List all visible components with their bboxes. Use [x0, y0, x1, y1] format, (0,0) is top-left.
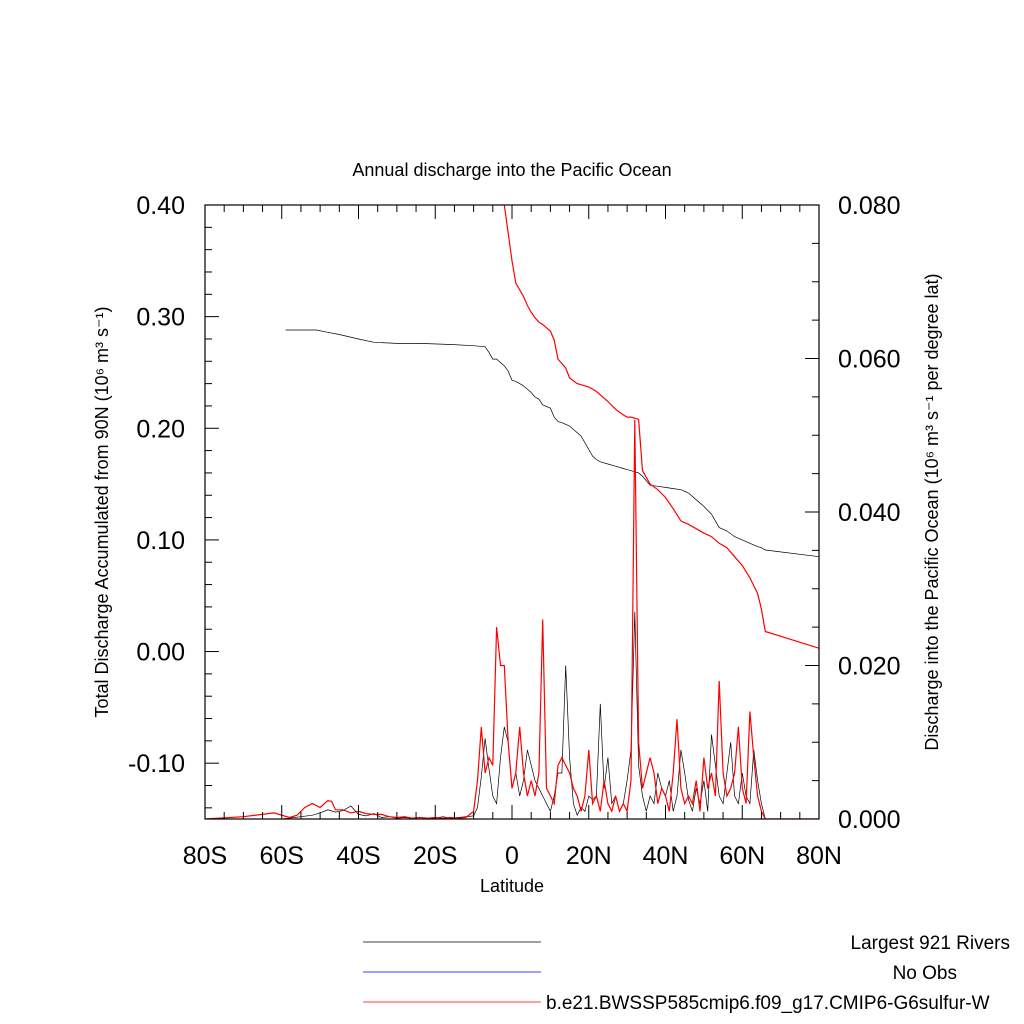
- y-left-tick-label: 0.20: [136, 415, 185, 443]
- y-right-tick-label: 0.020: [838, 653, 901, 681]
- x-tick-label: 60S: [260, 842, 304, 870]
- legend-label: b.e21.BWSSP585cmip6.f09_g17.CMIP6-G6sulf…: [546, 993, 990, 1014]
- legend-label: Largest 921 Rivers: [851, 933, 1010, 954]
- y-left-tick-label: 0.30: [136, 304, 185, 332]
- x-tick-label: 80N: [796, 842, 842, 870]
- y-right-tick-label: 0.080: [838, 192, 901, 220]
- chart-title: Annual discharge into the Pacific Ocean: [352, 160, 671, 180]
- x-tick-label: 60N: [719, 842, 765, 870]
- plot-lines: [205, 205, 819, 819]
- x-tick-label: 0: [505, 842, 519, 870]
- y-left-tick-label: 0.10: [136, 527, 185, 555]
- series-line-model-per-degree: [205, 419, 819, 819]
- legend-label: No Obs: [893, 963, 957, 984]
- y-left-tick-label: -0.10: [128, 750, 185, 778]
- x-tick-label: 40S: [336, 842, 380, 870]
- x-tick-label: 20S: [413, 842, 457, 870]
- y-right-tick-label: 0.040: [838, 499, 901, 527]
- y-right-tick-label: 0.000: [838, 806, 901, 834]
- x-tick-label: 40N: [643, 842, 689, 870]
- x-axis-label: Latitude: [480, 876, 544, 896]
- series-line-model-accumulated: [503, 205, 819, 649]
- tick-labels: 80S 60S 40S 20S 0 20N 40N 60N 80N 0.40 0.30 0.20 0.1…: [128, 192, 901, 870]
- series-line-rivers-accumulated: [285, 329, 819, 558]
- y-right-tick-label: 0.060: [838, 346, 901, 374]
- y-axis-right-label: Discharge into the Pacific Ocean (10⁶ m³…: [922, 273, 942, 750]
- x-tick-label: 20N: [566, 842, 612, 870]
- y-left-tick-label: 0.40: [136, 192, 185, 220]
- y-axis-left-label: Total Discharge Accumulated from 90N (10…: [92, 306, 112, 717]
- legend: Largest 921 Rivers No Obs b.e21.BWSSP585cm…: [363, 933, 1010, 1014]
- y-left-tick-label: 0.00: [136, 639, 185, 667]
- ticks: [204, 204, 820, 820]
- x-tick-label: 80S: [183, 842, 227, 870]
- plot-frame: [204, 204, 820, 820]
